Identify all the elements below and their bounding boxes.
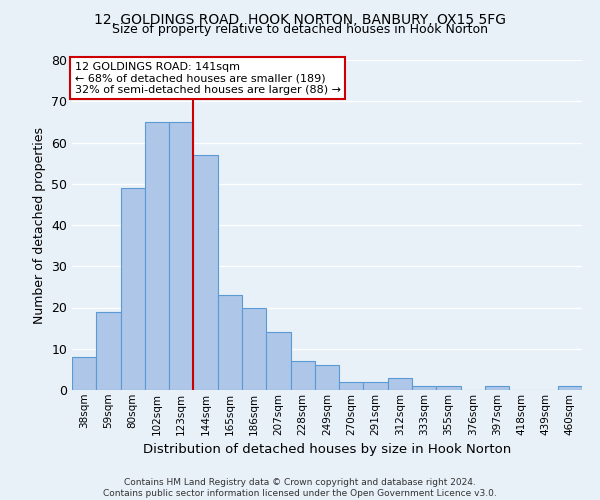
Bar xyxy=(266,332,290,390)
Text: 12 GOLDINGS ROAD: 141sqm
← 68% of detached houses are smaller (189)
32% of semi-: 12 GOLDINGS ROAD: 141sqm ← 68% of detach… xyxy=(74,62,341,95)
Bar xyxy=(388,378,412,390)
Bar xyxy=(96,312,121,390)
Bar xyxy=(193,155,218,390)
Text: 12, GOLDINGS ROAD, HOOK NORTON, BANBURY, OX15 5FG: 12, GOLDINGS ROAD, HOOK NORTON, BANBURY,… xyxy=(94,12,506,26)
Bar xyxy=(72,357,96,390)
Bar xyxy=(121,188,145,390)
Bar xyxy=(315,365,339,390)
Text: Size of property relative to detached houses in Hook Norton: Size of property relative to detached ho… xyxy=(112,22,488,36)
Bar xyxy=(242,308,266,390)
Bar xyxy=(145,122,169,390)
Bar xyxy=(218,295,242,390)
Bar xyxy=(339,382,364,390)
Y-axis label: Number of detached properties: Number of detached properties xyxy=(32,126,46,324)
Bar xyxy=(290,361,315,390)
Bar xyxy=(412,386,436,390)
Bar xyxy=(169,122,193,390)
Bar xyxy=(485,386,509,390)
Bar xyxy=(558,386,582,390)
X-axis label: Distribution of detached houses by size in Hook Norton: Distribution of detached houses by size … xyxy=(143,443,511,456)
Bar xyxy=(364,382,388,390)
Bar xyxy=(436,386,461,390)
Text: Contains HM Land Registry data © Crown copyright and database right 2024.
Contai: Contains HM Land Registry data © Crown c… xyxy=(103,478,497,498)
